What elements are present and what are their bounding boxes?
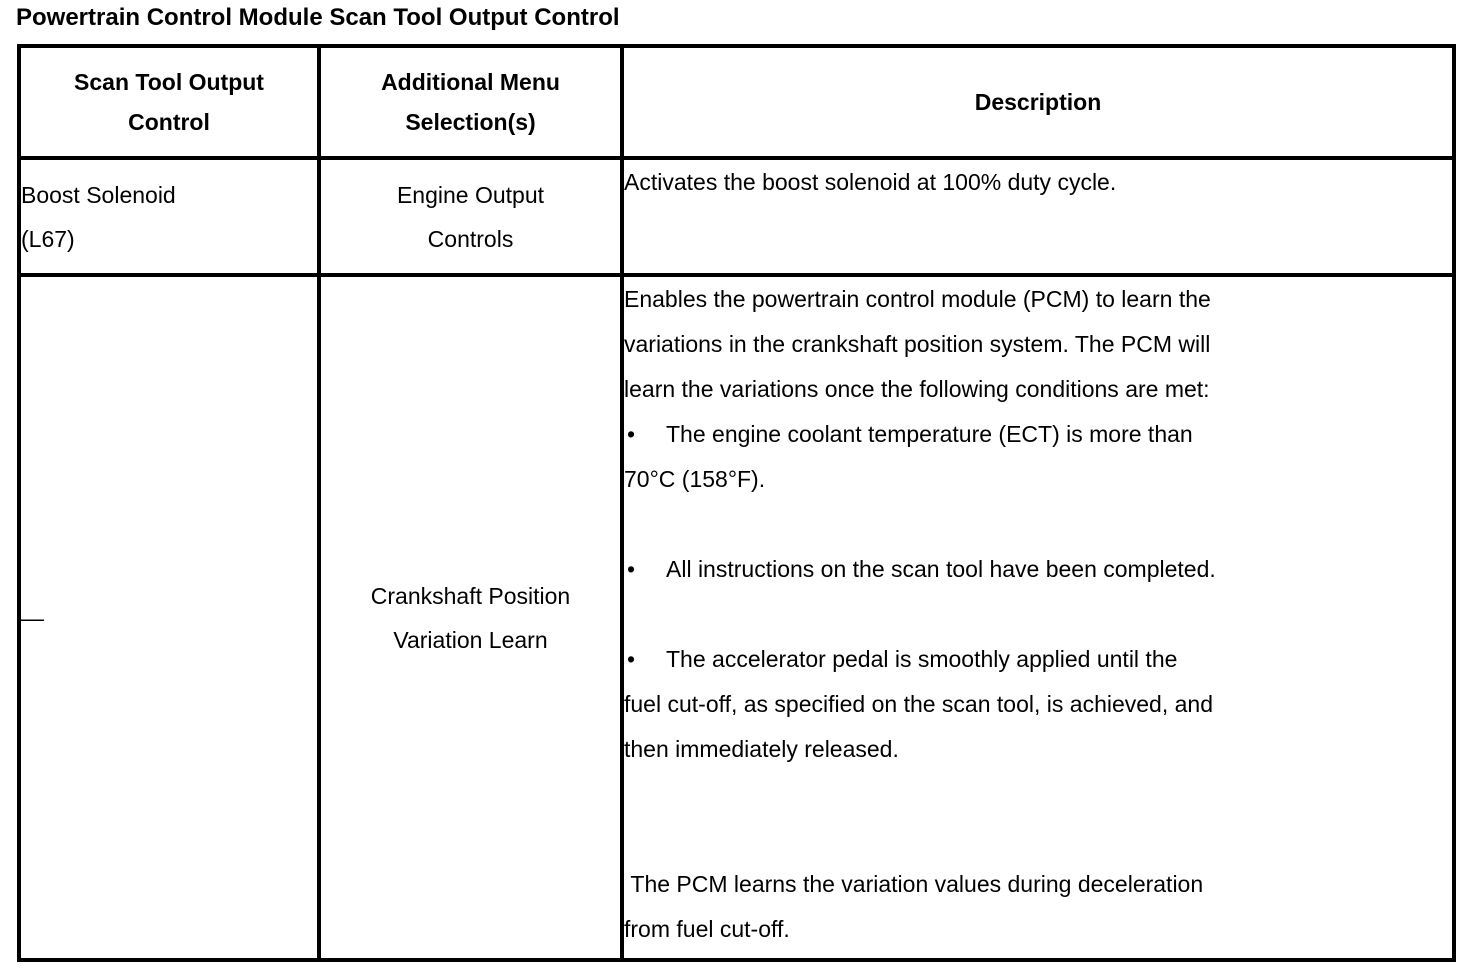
text-line: Crankshaft Position (370, 582, 571, 609)
table-body: Boost Solenoid (L67) Engine Output Controls… (17, 156, 1456, 962)
text-line: Engine Output (396, 181, 545, 208)
header-text-line: Control (128, 109, 210, 135)
scan-tool-output-table: Scan Tool Output Control Additional Menu Se… (17, 44, 1456, 962)
blank-line (626, 592, 1450, 637)
text-line: then immediately released. (624, 736, 899, 762)
cell-scan-tool-output-control: Boost Solenoid (L67) (17, 156, 321, 277)
text-line: Enables the powertrain control module (P… (624, 286, 1211, 312)
header-text-line: Selection(s) (405, 109, 536, 135)
header-cell-description: Description (620, 44, 1456, 160)
text-line: Activates the boost solenoid at 100% dut… (624, 169, 1117, 195)
cell-additional-menu-selections: Crankshaft Position Variation Learn (317, 273, 624, 962)
bullet-icon: • (627, 421, 636, 447)
table-header: Scan Tool Output Control Additional Menu Se… (17, 44, 1456, 160)
text-line: Controls (427, 225, 514, 252)
text-line: The engine coolant temperature (ECT) is … (666, 421, 1193, 447)
cell-description: Enables the powertrain control module (P… (620, 273, 1456, 962)
text-line: Boost Solenoid (21, 181, 176, 208)
cell-additional-menu-selections: Engine Output Controls (317, 156, 624, 277)
blank-line (626, 502, 1450, 547)
header-cell-additional-menu-selections: Additional Menu Selection(s) (317, 44, 624, 160)
header-text-line: Scan Tool Output (74, 69, 264, 95)
page-title: Powertrain Control Module Scan Tool Outp… (16, 4, 620, 31)
table-row: Boost Solenoid (L67) Engine Output Controls… (17, 156, 1456, 277)
text-line: Variation Learn (393, 626, 548, 653)
header-text-line: Additional Menu (381, 69, 560, 95)
text-line: variations in the crankshaft position sy… (624, 331, 1211, 357)
bullet-line: • All instructions on the scan tool have … (626, 547, 1450, 592)
bullet-icon: • (627, 646, 636, 672)
bullet-line: • The accelerator pedal is smoothly appli… (626, 637, 1450, 682)
text-line: The PCM learns the variation values duri… (624, 871, 1204, 897)
header-text-line: Description (974, 89, 1102, 115)
cell-description: Activates the boost solenoid at 100% dut… (620, 156, 1456, 277)
text-line: — (21, 604, 44, 631)
blank-line (626, 817, 1450, 862)
bullet-icon: • (627, 556, 636, 582)
header-cell-scan-tool-output-control: Scan Tool Output Control (17, 44, 321, 160)
header-row: Scan Tool Output Control Additional Menu Se… (17, 44, 1456, 160)
cell-scan-tool-output-control: — (17, 273, 321, 962)
text-line: learn the variations once the following … (624, 376, 1210, 402)
text-line: The accelerator pedal is smoothly applie… (666, 646, 1178, 672)
blank-line (626, 772, 1450, 817)
table-row: — Crankshaft Position Variation Learn Enabl… (17, 273, 1456, 962)
text-line: All instructions on the scan tool have b… (666, 556, 1216, 582)
text-line: (L67) (21, 225, 75, 252)
text-line: 70°C (158°F). (624, 466, 766, 492)
bullet-line: • The engine coolant temperature (ECT) is… (626, 412, 1450, 457)
text-line: from fuel cut-off. (624, 916, 790, 942)
text-line: fuel cut-off, as specified on the scan t… (624, 691, 1213, 717)
